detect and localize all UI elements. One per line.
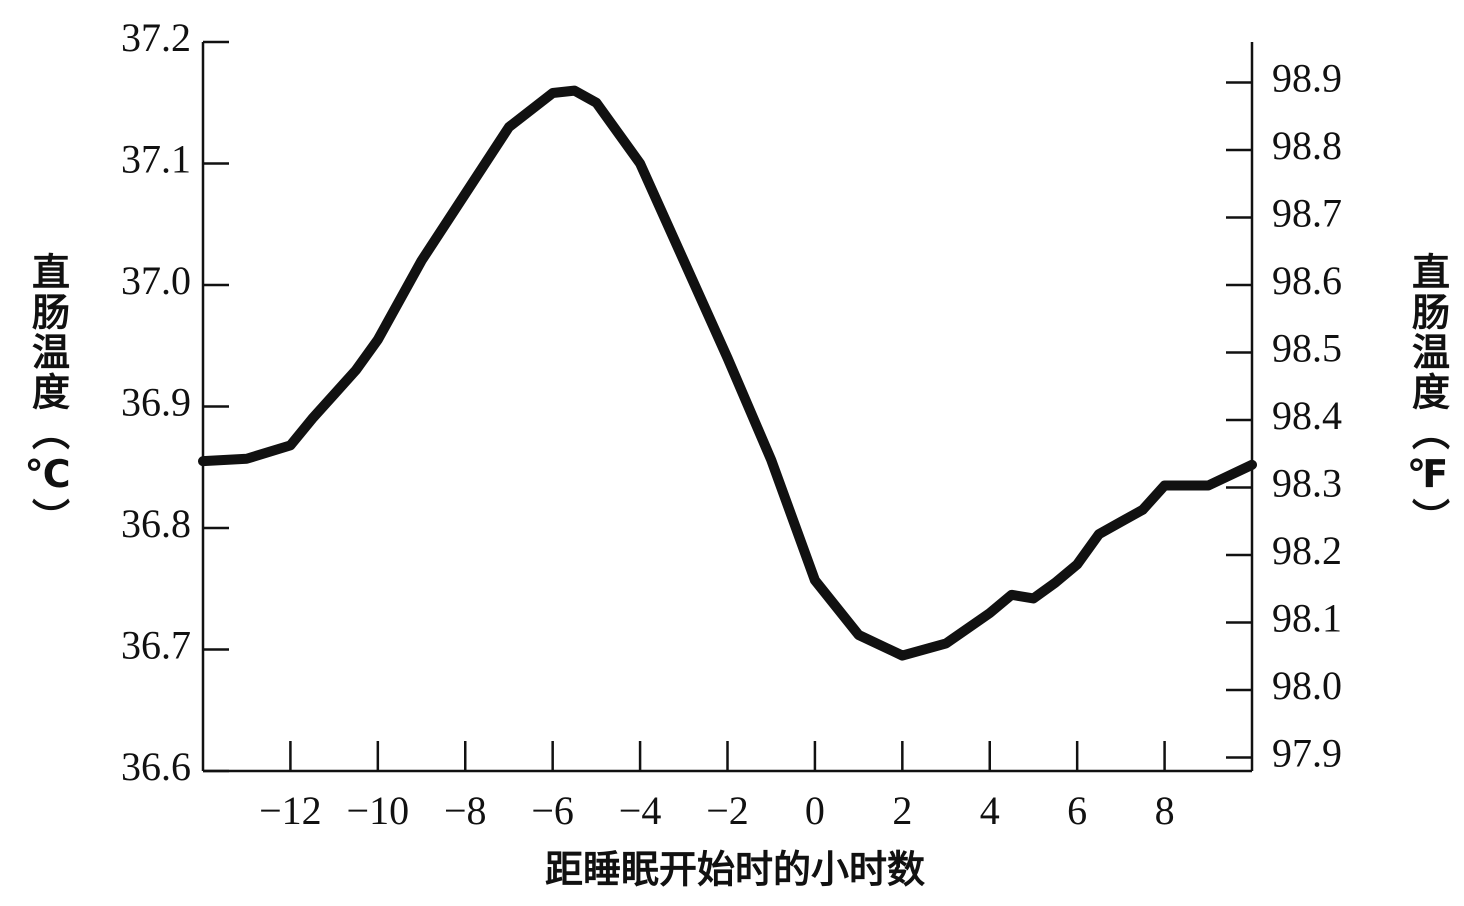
y2-tick-label: 98.1 — [1272, 596, 1342, 641]
y-axis-label: 直肠温度（℃） — [26, 252, 70, 538]
y2-tick-label: 98.5 — [1272, 326, 1342, 371]
y2-axis-label: 直肠温度（℉） — [1406, 252, 1450, 538]
x-tick-label: −6 — [531, 788, 574, 833]
x-tick-label: 0 — [805, 788, 825, 833]
line-series — [198, 85, 1257, 661]
y-tick-label: 36.6 — [121, 744, 191, 789]
y2-tick-label: 98.0 — [1272, 663, 1342, 708]
x-tick-label: 6 — [1067, 788, 1087, 833]
x-axis-label: 距睡眠开始时的小时数 — [545, 848, 925, 892]
x-tick-label: −2 — [706, 788, 749, 833]
y2-tick-label: 98.7 — [1272, 191, 1342, 236]
y-tick-label: 37.1 — [121, 137, 191, 182]
y2-tick-label: 98.9 — [1272, 56, 1342, 101]
y-tick-label: 36.9 — [121, 380, 191, 425]
y-tick-label: 36.8 — [121, 501, 191, 546]
x-tick-label: 4 — [980, 788, 1000, 833]
y2-tick-label: 98.6 — [1272, 258, 1342, 303]
y2-tick-label: 98.3 — [1272, 461, 1342, 506]
y2-tick-label: 98.2 — [1272, 528, 1342, 573]
y-tick-label: 36.7 — [121, 623, 191, 668]
y2-tick-label: 98.4 — [1272, 393, 1342, 438]
x-tick-label: 2 — [892, 788, 912, 833]
x-tick-label: −10 — [347, 788, 410, 833]
x-tick-label: −4 — [619, 788, 662, 833]
x-tick-label: 8 — [1155, 788, 1175, 833]
y2-tick-label: 97.9 — [1272, 731, 1342, 776]
y-tick-label: 37.0 — [121, 258, 191, 303]
y2-tick-label: 98.8 — [1272, 123, 1342, 168]
y-tick-label: 37.2 — [121, 15, 191, 60]
x-tick-label: −8 — [444, 788, 487, 833]
x-tick-label: −12 — [259, 788, 322, 833]
